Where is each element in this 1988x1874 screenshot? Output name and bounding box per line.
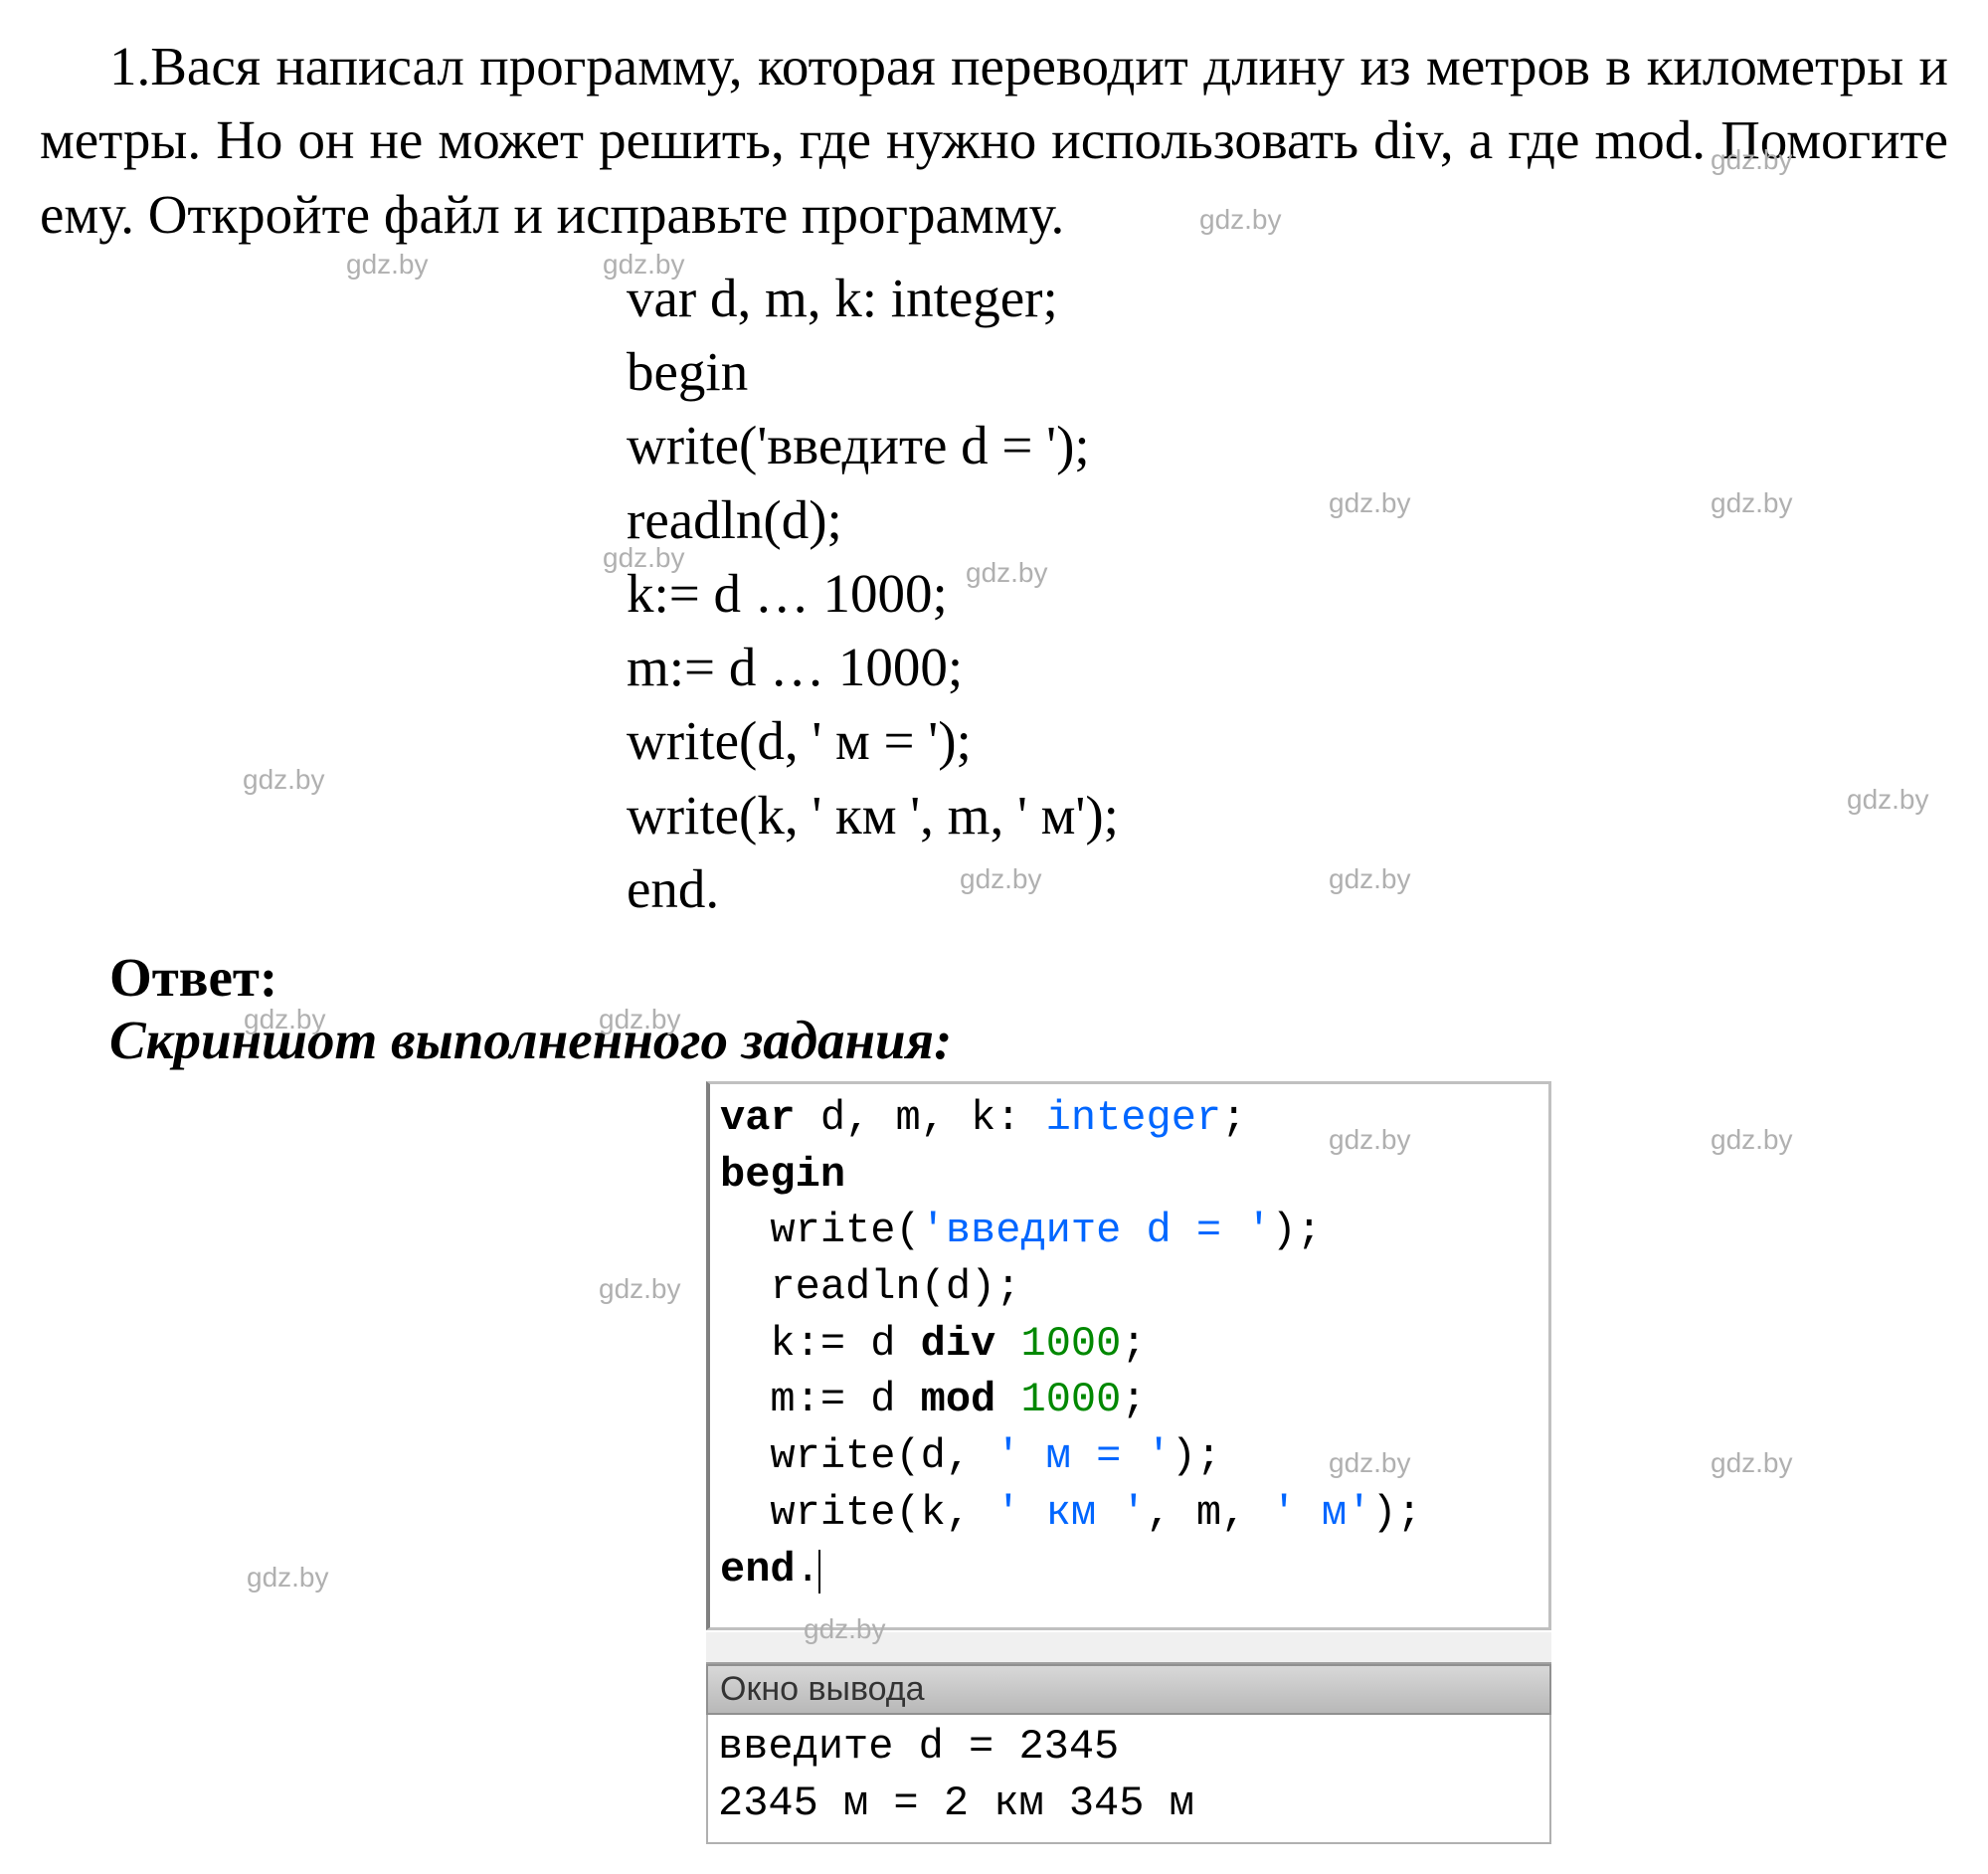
- code-line: begin: [627, 335, 1948, 409]
- answer-label: Ответ:: [109, 946, 1948, 1009]
- code-line: write('введите d = ');: [627, 409, 1948, 482]
- code-line: readln(d);: [627, 483, 1948, 557]
- watermark: gdz.by: [243, 764, 325, 796]
- output-line: введите d = 2345: [718, 1719, 1539, 1776]
- problem-text: 1.Вася написал программу, которая перево…: [40, 30, 1948, 252]
- code-line: m:= d … 1000;: [627, 631, 1948, 704]
- code-line: m:= d mod 1000;: [720, 1372, 1538, 1428]
- code-line: end.: [720, 1542, 1538, 1598]
- code-line: write(k, ' км ', m, ' м');: [627, 779, 1948, 852]
- watermark: gdz.by: [1711, 1124, 1793, 1156]
- code-plain: var d, m, k: integer; begin write('введи…: [627, 262, 1948, 926]
- code-line: write('введите d = ');: [720, 1203, 1538, 1259]
- watermark: gdz.by: [599, 1273, 681, 1305]
- ide-separator: [706, 1630, 1551, 1664]
- watermark: gdz.by: [247, 1562, 329, 1593]
- ide-code-area[interactable]: var d, m, k: integer; begin write('введи…: [706, 1081, 1551, 1630]
- code-line: write(k, ' км ', m, ' м');: [720, 1485, 1538, 1542]
- code-line: write(d, ' м = ');: [627, 704, 1948, 778]
- code-line: readln(d);: [720, 1259, 1538, 1316]
- code-line: k:= d … 1000;: [627, 557, 1948, 631]
- code-line: k:= d div 1000;: [720, 1316, 1538, 1373]
- ide-output-area: введите d = 2345 2345 м = 2 км 345 м: [706, 1715, 1551, 1843]
- screenshot-label: Скриншот выполненного задания:: [109, 1009, 1948, 1071]
- watermark: gdz.by: [346, 249, 429, 281]
- watermark: gdz.by: [1711, 1447, 1793, 1479]
- code-line: var d, m, k: integer;: [627, 262, 1948, 335]
- code-line: end.: [627, 852, 1948, 926]
- output-line: 2345 м = 2 км 345 м: [718, 1776, 1539, 1832]
- code-line: write(d, ' м = ');: [720, 1428, 1538, 1485]
- ide-screenshot: var d, m, k: integer; begin write('введи…: [706, 1081, 1551, 1844]
- cursor-icon: [818, 1550, 820, 1593]
- code-line: begin: [720, 1147, 1538, 1204]
- code-line: var d, m, k: integer;: [720, 1090, 1538, 1147]
- ide-output-title: Окно вывода: [706, 1664, 1551, 1715]
